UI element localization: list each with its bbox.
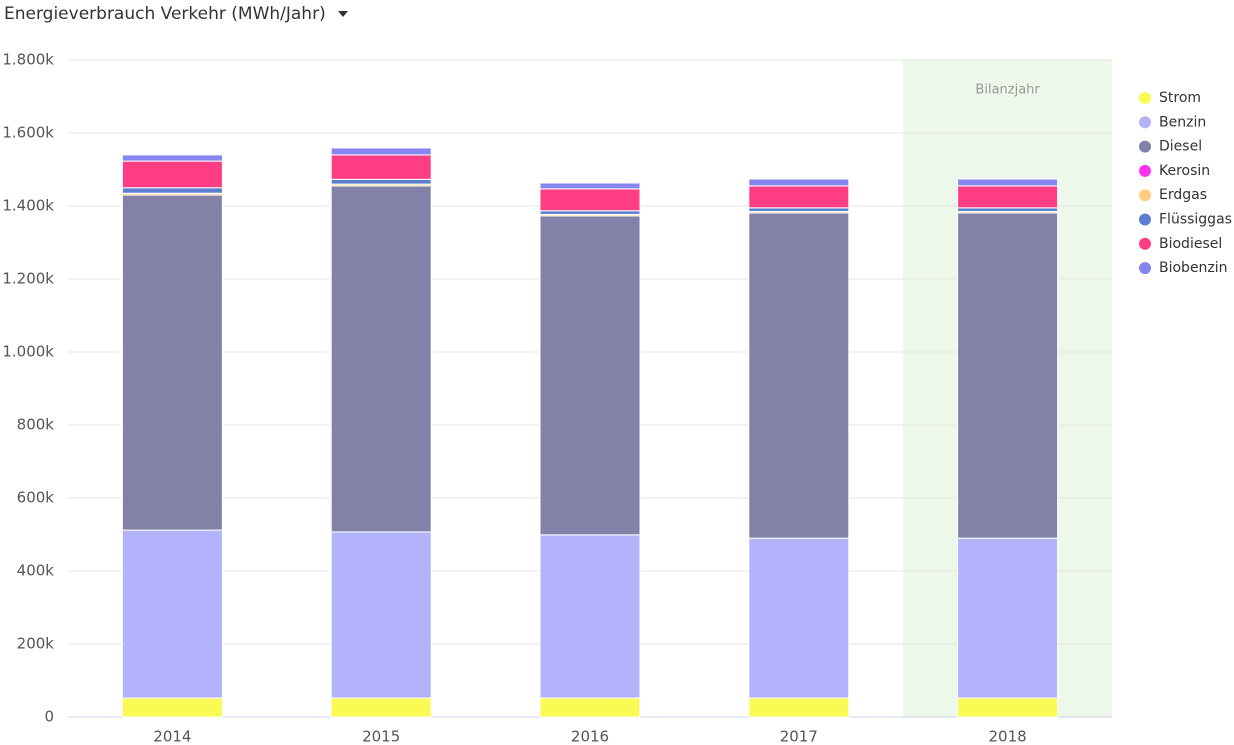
legend-marker[interactable] [1139,140,1151,153]
bar-segment [539,210,641,215]
y-tick-label: 1.600k [2,124,54,142]
legend-item[interactable]: Flüssiggas [1139,212,1232,228]
bar-segment [121,187,223,194]
y-tick-label: 400k [17,562,55,580]
bar-segment [121,154,223,162]
bar-segment [121,697,223,718]
bar-segment [539,182,641,190]
legend-marker[interactable] [1139,189,1151,202]
bar-segment [748,207,850,212]
bar-segment [539,534,641,699]
y-tick-label: 1.200k [2,270,54,288]
legend-item[interactable]: Biodiesel [1139,236,1222,252]
bar-segment [748,537,850,699]
bar-segment [748,185,850,209]
legend-item[interactable]: Kerosin [1139,163,1210,179]
y-tick-label: 1.000k [2,343,54,361]
legend-label[interactable]: Flüssiggas [1159,212,1232,228]
y-tick-label: 1.400k [2,197,54,215]
y-tick-label: 200k [17,635,55,653]
bar-segment [957,212,1059,539]
bar-segment [539,215,641,536]
bar-segment [121,160,223,189]
legend-label[interactable]: Kerosin [1159,163,1210,179]
legend-item[interactable]: Erdgas [1139,187,1207,203]
legend-label[interactable]: Benzin [1159,114,1206,130]
y-tick-label: 800k [17,416,55,434]
bar-segment [330,697,432,718]
legend-item[interactable]: Biobenzin [1139,260,1228,276]
legend-marker[interactable] [1139,262,1151,275]
bar-segment [330,178,432,185]
bar-segment [748,178,850,187]
legend-marker[interactable] [1139,92,1151,104]
legend-marker[interactable] [1139,213,1151,226]
bar-segment [748,697,850,718]
legend-label[interactable]: Biobenzin [1159,260,1228,276]
legend-label[interactable]: Diesel [1159,139,1202,155]
bar-segment [539,697,641,718]
y-tick-label: 0 [44,708,54,726]
x-tick-label: 2016 [571,728,609,745]
legend-item[interactable]: Strom [1139,90,1201,106]
legend-label[interactable]: Erdgas [1159,187,1207,203]
annotation-label: Bilanzjahr [975,83,1040,98]
legend-marker[interactable] [1139,116,1151,129]
bar-segment [957,185,1059,209]
bar-segment [121,529,223,699]
legend-item[interactable]: Benzin [1139,114,1206,130]
chart-title[interactable]: Energieverbrauch Verkehr (MWh/Jahr) [4,4,326,24]
y-tick-label: 600k [17,489,55,507]
bar-segment [957,537,1059,699]
bar-segment [121,194,223,531]
bar-segment [330,154,432,180]
legend-marker[interactable] [1139,237,1151,250]
dropdown-caret[interactable] [338,11,348,17]
plot-area: Bilanzjahr 0 200k 400k 600k 800k 1.000k 1.200k 1… [2,51,1232,745]
bar-segment [330,531,432,699]
chart-title-group[interactable]: Energieverbrauch Verkehr (MWh/Jahr) [4,4,348,24]
bar-segment [748,212,850,539]
bar-segment [539,188,641,212]
bar-segment [330,147,432,156]
bar-segment [957,207,1059,212]
bar-segment [957,178,1059,187]
bar-segment [330,185,432,533]
x-tick-label: 2014 [153,728,191,745]
legend-item[interactable]: Diesel [1139,139,1202,155]
x-tick-label: 2018 [989,728,1027,745]
bar-segment [957,697,1059,718]
legend-marker[interactable] [1139,164,1151,177]
legend-label[interactable]: Strom [1159,90,1201,106]
x-tick-label: 2015 [362,728,400,745]
x-tick-label: 2017 [780,728,818,745]
y-tick-label: 1.800k [2,51,54,69]
legend-label[interactable]: Biodiesel [1159,236,1222,252]
